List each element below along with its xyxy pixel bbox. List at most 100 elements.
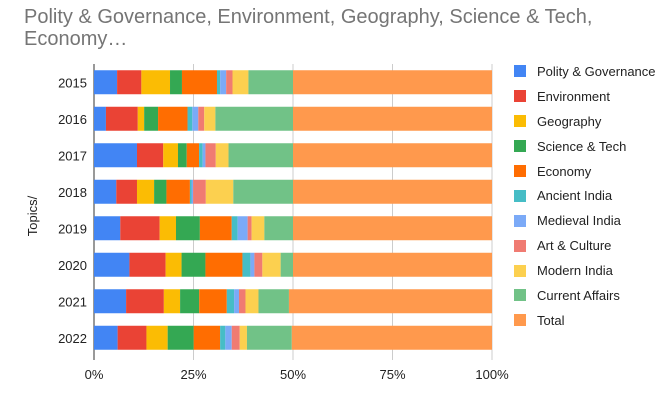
- bars: [94, 70, 492, 350]
- bar-segment-geography-2015: [141, 70, 171, 95]
- bar-segment-art-culture-2020: [254, 252, 263, 277]
- bar-segment-art-culture-2019: [247, 216, 252, 241]
- bar-segment-polity-governance-2020: [94, 252, 130, 277]
- bar-segment-medieval-india-2018: [191, 179, 194, 204]
- bar-segment-geography-2020: [165, 252, 182, 277]
- bar-segment-science-tech-2017: [177, 143, 187, 168]
- bar-segment-polity-governance-2019: [94, 216, 121, 241]
- y-tick-label: 2020: [58, 258, 87, 273]
- bar-segment-modern-india-2021: [245, 289, 259, 314]
- legend-label: Medieval India: [537, 213, 621, 229]
- bar-segment-polity-governance-2022: [94, 325, 118, 350]
- bar-segment-geography-2021: [163, 289, 181, 314]
- bar-segment-environment-2019: [120, 216, 160, 241]
- y-tick-label: 2021: [58, 294, 87, 309]
- bar-segment-polity-governance-2015: [94, 70, 118, 95]
- legend-label: Science & Tech: [537, 138, 627, 154]
- bar-segment-economy-2022: [193, 325, 221, 350]
- bar-segment-medieval-india-2016: [192, 106, 199, 131]
- bar-segment-environment-2016: [105, 106, 138, 131]
- bar-segment-science-tech-2018: [154, 179, 167, 204]
- bar-segment-ancient-india-2016: [187, 106, 193, 131]
- legend-item[interactable]: Polity & Governance: [514, 59, 656, 84]
- legend-item[interactable]: Economy: [514, 159, 656, 184]
- y-axis-title: Topics/: [25, 195, 40, 236]
- bar-segment-total-2017: [293, 143, 492, 168]
- x-tick-label: 100%: [475, 367, 509, 382]
- legend-swatch: [514, 115, 526, 128]
- legend: Polity & Governance Environment Geography S…: [514, 59, 656, 333]
- y-tick-label: 2017: [58, 148, 87, 163]
- bar-segment-economy-2017: [186, 143, 200, 168]
- bar-segment-environment-2020: [129, 252, 166, 277]
- legend-label: Ancient India: [537, 188, 613, 204]
- bar-segment-science-tech-2019: [175, 216, 200, 241]
- bar-segment-modern-india-2018: [205, 179, 234, 204]
- bar-segment-science-tech-2015: [170, 70, 182, 95]
- bar-segment-environment-2015: [117, 70, 142, 95]
- bar-segment-ancient-india-2018: [189, 179, 192, 204]
- bar-segment-total-2019: [293, 216, 492, 241]
- y-tick-label: 2016: [58, 112, 87, 127]
- legend-swatch: [514, 264, 526, 277]
- legend-item[interactable]: Geography: [514, 109, 656, 134]
- legend-item[interactable]: Modern India: [514, 258, 656, 283]
- bar-segment-modern-india-2017: [215, 143, 229, 168]
- legend-item[interactable]: Total: [514, 308, 656, 333]
- bar-segment-economy-2019: [199, 216, 232, 241]
- bar-segment-ancient-india-2019: [231, 216, 238, 241]
- legend-swatch: [514, 140, 526, 153]
- legend-label: Geography: [537, 113, 602, 129]
- bar-segment-ancient-india-2020: [242, 252, 251, 277]
- bar-segment-modern-india-2016: [204, 106, 216, 131]
- legend-label: Environment: [537, 88, 610, 104]
- legend-label: Total: [537, 312, 565, 328]
- bar-segment-environment-2017: [136, 143, 164, 168]
- legend-label: Art & Culture: [537, 238, 612, 254]
- bar-segment-medieval-india-2021: [234, 289, 239, 314]
- bar-segment-modern-india-2020: [262, 252, 281, 277]
- bar-segment-modern-india-2022: [239, 325, 247, 350]
- bar-segment-economy-2020: [205, 252, 243, 277]
- legend-swatch: [514, 314, 526, 327]
- bar-segment-ancient-india-2015: [216, 70, 221, 95]
- bar-segment-art-culture-2017: [205, 143, 216, 168]
- bar-segment-total-2020: [293, 252, 492, 277]
- bar-segment-ancient-india-2021: [226, 289, 235, 314]
- legend-swatch: [514, 289, 526, 302]
- bar-segment-art-culture-2022: [231, 325, 240, 350]
- bar-segment-economy-2021: [199, 289, 227, 314]
- bar-segment-current-affairs-2017: [228, 143, 293, 168]
- bar-segment-economy-2015: [181, 70, 217, 95]
- bar-segment-science-tech-2020: [181, 252, 206, 277]
- x-tick-label: 25%: [180, 367, 206, 382]
- legend-item[interactable]: Ancient India: [514, 183, 656, 208]
- bar-segment-geography-2018: [136, 179, 155, 204]
- y-tick-label: 2018: [58, 185, 87, 200]
- bar-segment-total-2022: [291, 325, 492, 350]
- bar-segment-science-tech-2022: [167, 325, 194, 350]
- bar-segment-total-2018: [293, 179, 492, 204]
- legend-swatch: [514, 189, 526, 202]
- legend-label: Modern India: [537, 263, 613, 279]
- bar-segment-ancient-india-2017: [199, 143, 203, 168]
- bar-segment-environment-2022: [117, 325, 147, 350]
- legend-swatch: [514, 90, 526, 103]
- legend-swatch: [514, 65, 526, 78]
- legend-item[interactable]: Environment: [514, 84, 656, 109]
- x-tick-label: 0%: [85, 367, 104, 382]
- bar-segment-total-2021: [288, 289, 492, 314]
- bar-segment-medieval-india-2019: [237, 216, 248, 241]
- legend-item[interactable]: Art & Culture: [514, 233, 656, 258]
- bar-segment-geography-2017: [163, 143, 178, 168]
- bar-segment-economy-2016: [158, 106, 188, 131]
- bar-segment-art-culture-2018: [193, 179, 206, 204]
- legend-item[interactable]: Current Affairs: [514, 283, 656, 308]
- bar-segment-current-affairs-2022: [246, 325, 292, 350]
- bar-segment-current-affairs-2021: [258, 289, 289, 314]
- legend-item[interactable]: Medieval India: [514, 208, 656, 233]
- legend-item[interactable]: Science & Tech: [514, 134, 656, 159]
- bar-segment-current-affairs-2016: [215, 106, 293, 131]
- bar-segment-current-affairs-2015: [248, 70, 293, 95]
